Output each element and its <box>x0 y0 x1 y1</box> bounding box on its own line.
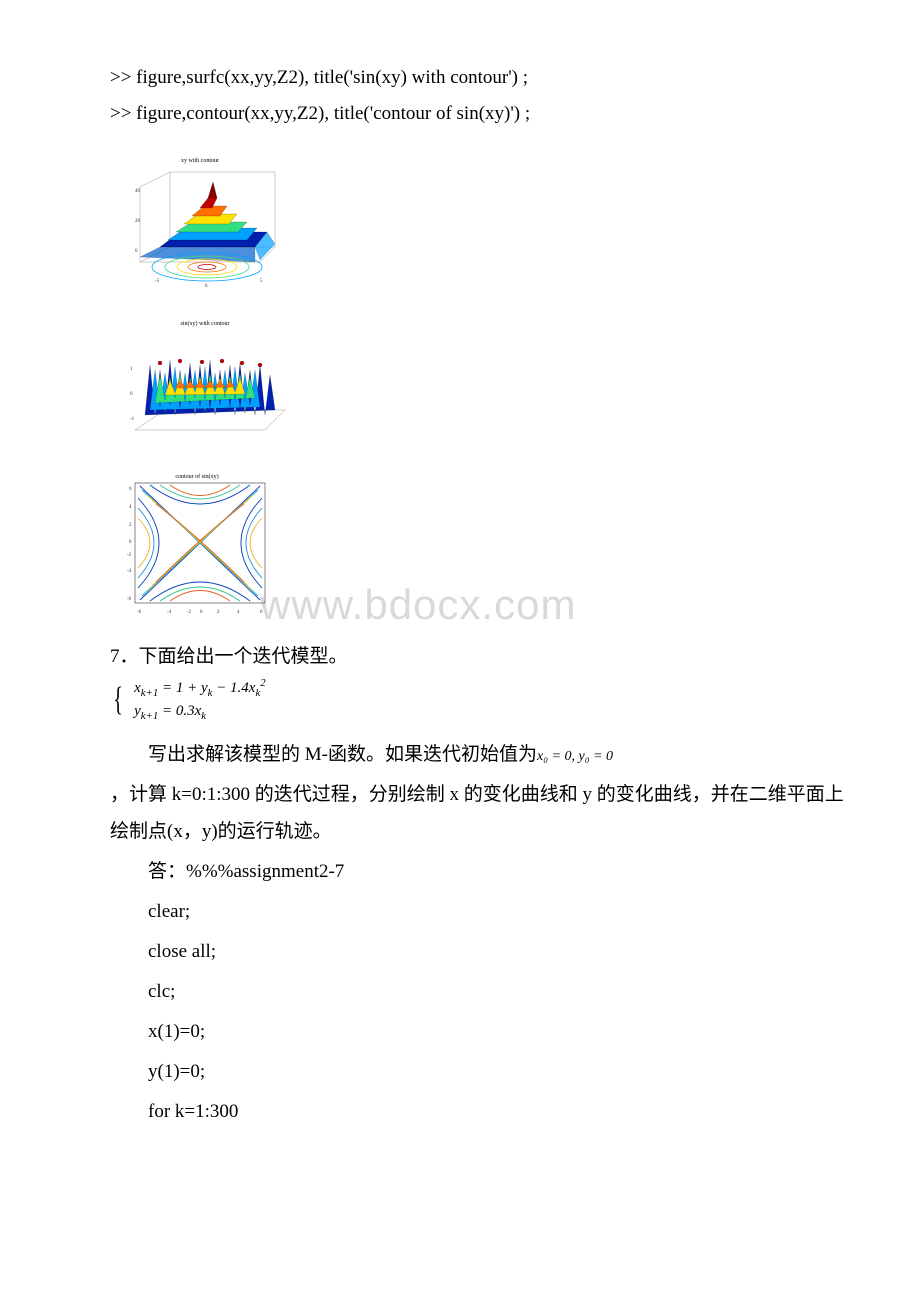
svg-text:6: 6 <box>260 610 263 615</box>
svg-text:5: 5 <box>260 279 263 284</box>
initial-values: x₀ = 0, y₀ = 0 <box>537 749 613 764</box>
section-7-answer-label: 答：%%%assignment2-7 <box>110 854 850 890</box>
svg-text:2: 2 <box>217 610 220 615</box>
code-clc: clc; <box>110 974 850 1010</box>
svg-text:-2: -2 <box>127 553 132 558</box>
figure-surfc-xy: xy with contour <box>110 152 850 307</box>
watermark-text: www.bdocx.com <box>260 581 576 629</box>
fig3-title: contour of sin(xy) <box>175 473 218 480</box>
svg-text:0: 0 <box>200 610 203 615</box>
svg-text:-2: -2 <box>187 610 192 615</box>
svg-text:-6: -6 <box>127 597 132 602</box>
code-clear: clear; <box>110 894 850 930</box>
svg-text:6: 6 <box>129 487 132 492</box>
svg-text:0: 0 <box>130 392 133 397</box>
svg-text:-6: -6 <box>137 610 142 615</box>
section-7-p2: ，计算 k=0:1:300 的迭代过程，分别绘制 x 的变化曲线和 y 的变化曲… <box>110 777 850 849</box>
figure-block: xy with contour <box>110 152 850 623</box>
svg-text:4: 4 <box>237 610 240 615</box>
figure-contour-sinxy: contour of sin(xy) <box>110 468 850 623</box>
code-closeall: close all; <box>110 934 850 970</box>
svg-text:40: 40 <box>135 189 141 194</box>
code-for: for k=1:300 <box>110 1094 850 1130</box>
surface-pyramid <box>140 182 275 262</box>
sinxy-surface <box>145 359 275 415</box>
svg-text:1: 1 <box>130 367 133 372</box>
svg-text:20: 20 <box>135 219 141 224</box>
matlab-line-1: >> figure,surfc(xx,yy,Z2), title('sin(xy… <box>110 60 850 96</box>
svg-text:2: 2 <box>129 523 132 528</box>
svg-text:0: 0 <box>205 284 208 289</box>
iteration-equations: { xk+1 = 1 + yk − 1.4xk2 yk+1 = 0.3xk <box>110 676 850 723</box>
section-7-p1: 写出求解该模型的 M-函数。如果迭代初始值为x₀ = 0, y₀ = 0 <box>110 737 850 773</box>
svg-text:4: 4 <box>129 505 132 510</box>
svg-text:-4: -4 <box>167 610 172 615</box>
code-y1: y(1)=0; <box>110 1054 850 1090</box>
fig2-title: sin(xy) with contour <box>181 320 230 327</box>
eq-line-2: yk+1 = 0.3xk <box>134 703 206 719</box>
svg-text:0: 0 <box>135 249 138 254</box>
figure-surfc-sinxy: sin(xy) with contour 1 0 -1 <box>110 315 850 460</box>
eq-line-1: xk+1 = 1 + yk − 1.4xk2 <box>134 680 266 696</box>
fig1-title: xy with contour <box>181 158 219 164</box>
section-7-heading: 7．下面给出一个迭代模型。 <box>110 641 850 668</box>
svg-text:-4: -4 <box>127 569 132 574</box>
svg-text:-1: -1 <box>130 417 135 422</box>
svg-text:0: 0 <box>129 540 132 545</box>
svg-text:-5: -5 <box>155 279 160 284</box>
matlab-line-2: >> figure,contour(xx,yy,Z2), title('cont… <box>110 96 850 132</box>
code-x1: x(1)=0; <box>110 1014 850 1050</box>
